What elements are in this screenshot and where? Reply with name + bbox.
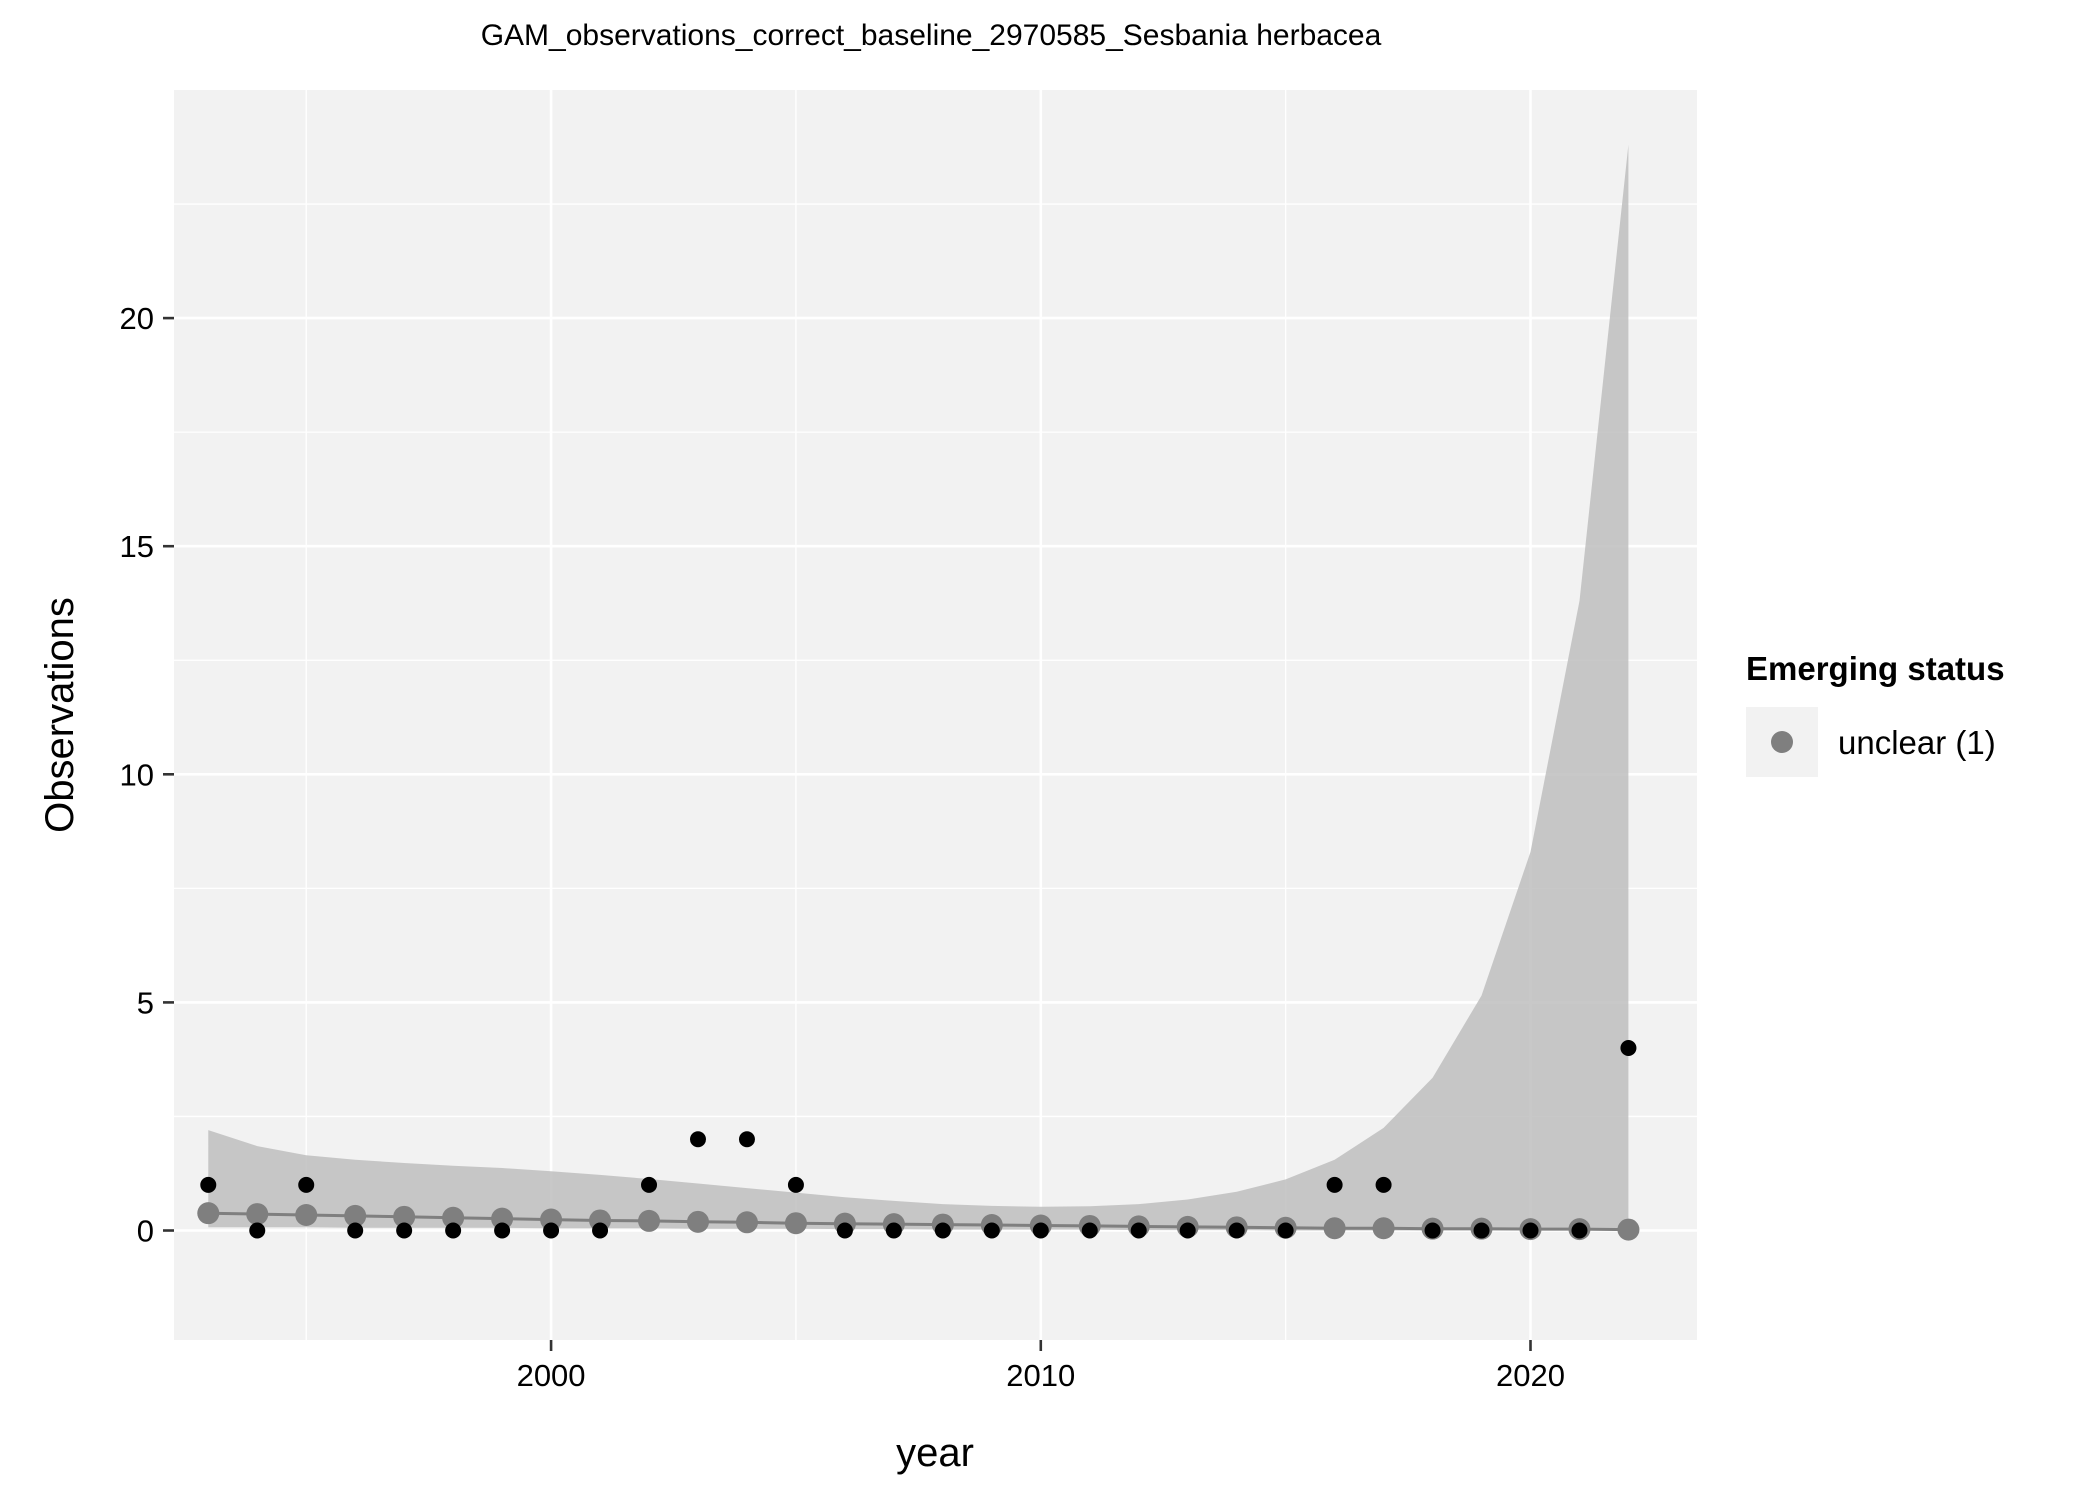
fitted-point bbox=[638, 1209, 661, 1232]
observed-point bbox=[592, 1222, 609, 1239]
y-axis: 0 5 10 15 20 bbox=[120, 301, 174, 1249]
x-axis-label: year bbox=[896, 1431, 974, 1475]
observed-point bbox=[787, 1176, 804, 1193]
fitted-point bbox=[1372, 1217, 1395, 1240]
observed-point bbox=[983, 1222, 1000, 1239]
y-tick-label: 10 bbox=[120, 757, 154, 792]
fitted-point bbox=[1323, 1217, 1346, 1240]
y-tick-label: 15 bbox=[120, 529, 154, 564]
observed-points bbox=[200, 1040, 1637, 1239]
observed-point bbox=[1032, 1222, 1049, 1239]
chart-title: GAM_observations_correct_baseline_297058… bbox=[481, 19, 1382, 52]
observed-point bbox=[298, 1176, 315, 1193]
fitted-point bbox=[344, 1204, 367, 1227]
x-tick-label: 2000 bbox=[517, 1358, 586, 1393]
observed-point bbox=[249, 1222, 266, 1239]
legend-key-point bbox=[1771, 731, 1793, 753]
observed-point bbox=[1522, 1222, 1539, 1239]
legend-entry-label: unclear (1) bbox=[1838, 724, 1996, 761]
observed-point bbox=[885, 1222, 902, 1239]
observed-point bbox=[1326, 1176, 1343, 1193]
fitted-point bbox=[686, 1210, 709, 1233]
observed-point bbox=[1081, 1222, 1098, 1239]
fitted-point bbox=[735, 1211, 758, 1234]
y-tick-label: 0 bbox=[137, 1214, 154, 1249]
ribbon-area bbox=[208, 144, 1629, 1231]
observed-point bbox=[1473, 1222, 1490, 1239]
observed-point bbox=[1424, 1222, 1441, 1239]
observed-point bbox=[1620, 1040, 1637, 1057]
x-tick-label: 2010 bbox=[1006, 1358, 1075, 1393]
observed-point bbox=[1179, 1222, 1196, 1239]
observed-point bbox=[689, 1131, 706, 1148]
observed-point bbox=[738, 1131, 755, 1148]
observed-point bbox=[347, 1222, 364, 1239]
fitted-point bbox=[295, 1204, 318, 1226]
fitted-point bbox=[1617, 1218, 1640, 1241]
y-tick-label: 5 bbox=[137, 985, 154, 1020]
observed-point bbox=[641, 1176, 658, 1193]
fitted-point bbox=[246, 1203, 269, 1226]
legend-title: Emerging status bbox=[1746, 650, 2005, 687]
observed-point bbox=[1375, 1176, 1392, 1193]
fitted-point bbox=[442, 1206, 465, 1229]
fitted-point bbox=[784, 1212, 807, 1235]
x-axis: 2000 2010 2020 bbox=[517, 1340, 1565, 1393]
legend: Emerging status unclear (1) bbox=[1746, 650, 2005, 777]
confidence-ribbon bbox=[208, 144, 1629, 1231]
observed-point bbox=[1277, 1222, 1294, 1239]
observed-point bbox=[1130, 1222, 1147, 1239]
observed-point bbox=[494, 1222, 511, 1239]
observed-point bbox=[200, 1176, 217, 1193]
observed-point bbox=[1228, 1222, 1245, 1239]
fitted-point bbox=[197, 1202, 220, 1225]
y-tick-label: 20 bbox=[120, 301, 154, 336]
x-tick-label: 2020 bbox=[1496, 1358, 1565, 1393]
observed-point bbox=[836, 1222, 853, 1239]
observed-point bbox=[445, 1222, 462, 1239]
fitted-point bbox=[491, 1207, 514, 1230]
observed-point bbox=[934, 1222, 951, 1239]
observed-point bbox=[1571, 1222, 1588, 1239]
observed-point bbox=[396, 1222, 413, 1239]
y-axis-label: Observations bbox=[38, 597, 82, 833]
fitted-point bbox=[393, 1205, 416, 1228]
observed-point bbox=[543, 1222, 560, 1239]
